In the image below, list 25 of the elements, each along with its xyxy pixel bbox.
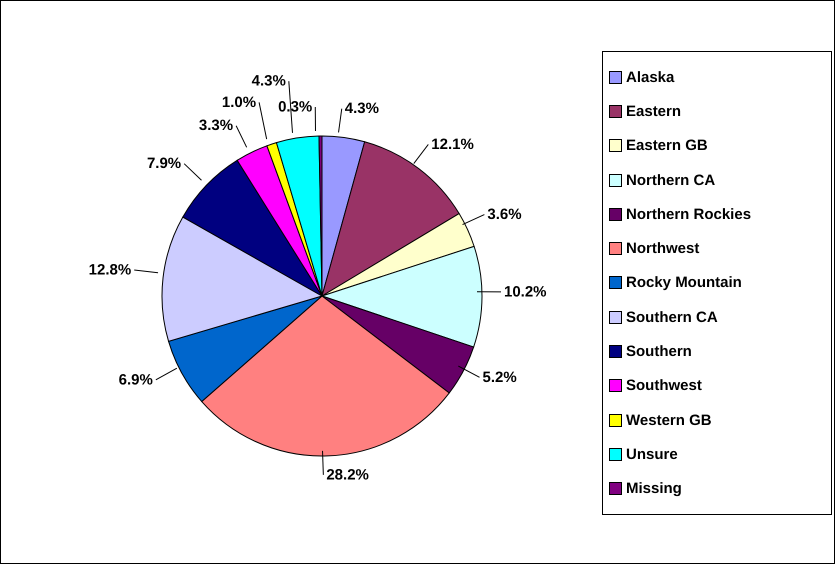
legend-label: Unsure [626, 446, 678, 463]
data-label: 4.3% [344, 100, 379, 118]
legend-label: Alaska [626, 68, 674, 86]
legend-label: Southwest [626, 377, 702, 394]
legend-label: Southern CA [626, 308, 718, 326]
legend-label: Northern CA [626, 172, 716, 189]
data-label: 1.0% [222, 94, 256, 111]
legend-label: Eastern GB [626, 137, 708, 154]
data-label: 6.9% [118, 371, 153, 388]
data-label: 3.3% [198, 117, 234, 134]
legend-label: Northern Rockies [626, 206, 752, 223]
legend-label: Southern [626, 343, 692, 360]
legend-label: Western GB [626, 412, 712, 429]
data-label: 3.6% [487, 206, 522, 224]
data-label: 12.1% [431, 136, 474, 153]
data-label: 12.8% [88, 261, 132, 278]
data-label: 10.2% [504, 283, 547, 300]
legend-label: Eastern [626, 102, 682, 120]
data-label: 28.2% [326, 466, 369, 484]
legend-label: Northwest [626, 240, 700, 258]
data-label: 4.3% [252, 72, 286, 90]
legend-label: Missing [626, 480, 682, 498]
legend-label: Rocky Mountain [626, 274, 742, 292]
data-label: 7.9% [146, 155, 182, 172]
data-label: 5.2% [482, 368, 517, 386]
